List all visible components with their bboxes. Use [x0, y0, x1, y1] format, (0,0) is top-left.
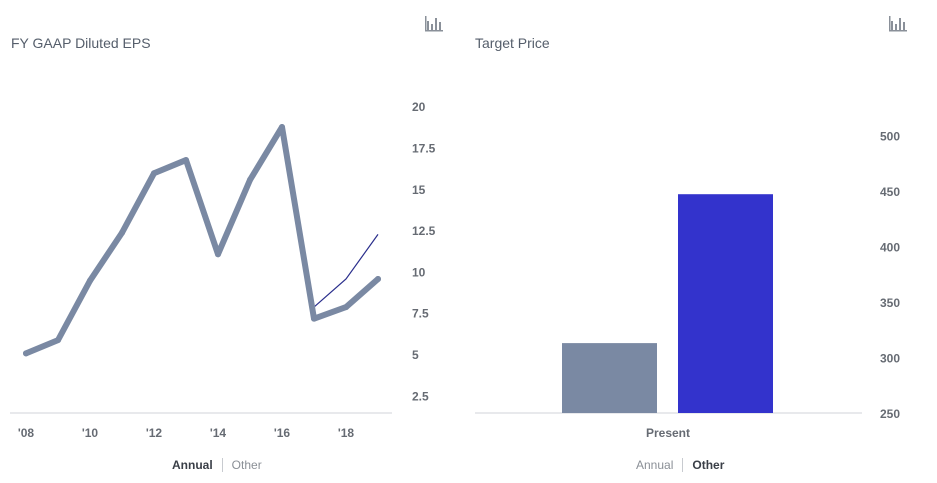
eps-data-point	[247, 176, 253, 183]
y-tick-label: 2.5	[412, 389, 429, 403]
eps-chart-panel: FY GAAP Diluted EPS 2.5 5 7.5 10 12.5 15 17.5 2…	[0, 0, 465, 483]
eps-data-point	[55, 337, 61, 344]
y-tick-label: 17.5	[412, 142, 436, 156]
bar-chart-icon[interactable]	[424, 16, 444, 37]
toggle-annual[interactable]: Annual	[636, 458, 674, 472]
y-tick-label: 10	[412, 265, 426, 279]
eps-data-point	[151, 170, 157, 177]
y-tick-label: 450	[880, 185, 900, 199]
x-tick-label: '18	[338, 426, 355, 440]
eps-data-point	[375, 276, 381, 283]
y-tick-label: 350	[880, 296, 900, 310]
eps-data-point	[119, 229, 125, 236]
x-category-label: Present	[646, 426, 690, 440]
eps-line-chart: 2.5 5 7.5 10 12.5 15 17.5 20 '08 '10 '12 '14 '16 '18	[10, 100, 436, 440]
eps-data-point	[23, 350, 29, 357]
y-tick-label: 15	[412, 183, 426, 197]
eps-data-point	[279, 124, 285, 131]
y-tick-label: 500	[880, 129, 900, 143]
x-tick-label: '16	[274, 426, 291, 440]
period-toggle: Annual Other	[172, 458, 262, 472]
period-toggle: Annual Other	[636, 458, 724, 472]
y-tick-label: 5	[412, 348, 419, 362]
eps-data-point	[183, 157, 189, 164]
toggle-divider	[682, 458, 684, 472]
eps-series-line	[23, 124, 381, 357]
bar-chart-icon[interactable]	[888, 16, 908, 37]
toggle-other[interactable]: Other	[231, 458, 262, 472]
y-tick-label: 300	[880, 352, 900, 366]
eps-data-point	[311, 315, 317, 322]
target-price-panel: Target Price 250 300 350 400 450 500 Present A…	[465, 0, 937, 483]
toggle-other[interactable]: Other	[692, 458, 725, 472]
eps-data-point	[87, 277, 93, 284]
target-price-bar	[678, 194, 773, 413]
x-tick-label: '08	[18, 426, 35, 440]
toggle-divider	[221, 458, 223, 472]
y-tick-label: 400	[880, 241, 900, 255]
estimate-series-line	[313, 234, 379, 308]
toggle-annual[interactable]: Annual	[172, 458, 213, 472]
target-price-bar-chart: 250 300 350 400 450 500 Present	[475, 129, 900, 440]
eps-data-point	[215, 251, 221, 258]
x-tick-label: '12	[146, 426, 163, 440]
y-tick-label: 12.5	[412, 224, 436, 238]
y-tick-label: 20	[412, 100, 426, 114]
chart-title: FY GAAP Diluted EPS	[11, 35, 151, 51]
y-tick-label: 250	[880, 407, 900, 421]
y-tick-label: 7.5	[412, 307, 429, 321]
present-price-bar	[562, 343, 657, 413]
x-tick-label: '10	[82, 426, 99, 440]
x-tick-label: '14	[210, 426, 227, 440]
chart-title: Target Price	[475, 35, 550, 51]
eps-data-point	[343, 304, 349, 311]
